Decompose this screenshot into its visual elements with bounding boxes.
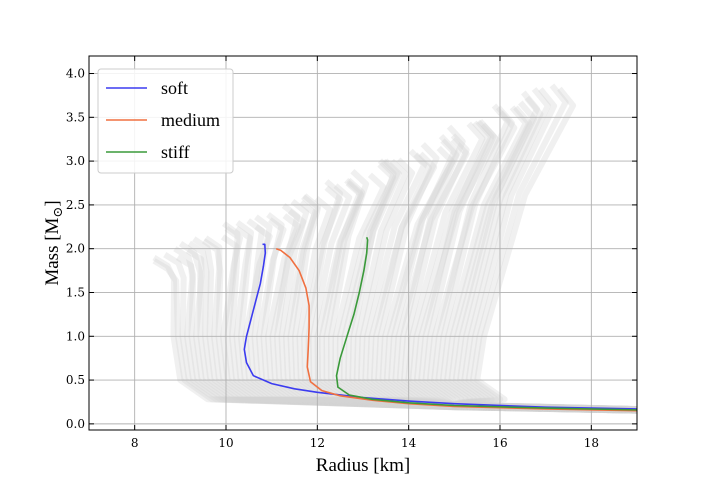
legend: soft medium stiff bbox=[97, 68, 234, 174]
ensemble-curve bbox=[204, 235, 637, 414]
y-tick-label: 3.0 bbox=[66, 154, 85, 168]
series-line-medium bbox=[275, 247, 637, 412]
legend-label-stiff: stiff bbox=[161, 142, 190, 162]
ensemble-curve bbox=[233, 225, 637, 414]
series-line-soft bbox=[243, 243, 637, 410]
ensemble-curve bbox=[222, 221, 637, 414]
x-tick-label: 16 bbox=[492, 436, 507, 450]
plot-frame bbox=[88, 55, 638, 431]
ensemble-curve bbox=[220, 234, 637, 414]
x-tick-label: 10 bbox=[218, 436, 233, 450]
ensemble-curve bbox=[220, 225, 637, 414]
y-axis-label-main: Mass [M bbox=[42, 217, 63, 285]
ensemble-curve bbox=[396, 124, 637, 413]
ensemble-curve bbox=[175, 254, 637, 414]
ensemble-curve bbox=[392, 137, 637, 413]
y-tick-label: 2.5 bbox=[66, 198, 85, 212]
x-tick-label: 12 bbox=[310, 436, 325, 450]
x-axis-label: Radius [km] bbox=[316, 455, 410, 476]
x-tick-label: 14 bbox=[401, 436, 417, 450]
ensemble-curve bbox=[187, 240, 637, 414]
axis-ticks bbox=[89, 56, 637, 430]
y-tick-label: 1.5 bbox=[66, 285, 85, 299]
tick-labels: 8 10 12 14 16 18 0.0 0.5 1.0 1.5 2.0 2.5 3.0 3.5 4.0 bbox=[66, 67, 599, 450]
y-axis-label-close: ] bbox=[42, 200, 63, 206]
ensemble-curve bbox=[192, 236, 637, 414]
y-axis-label-sun-symbol: ⊙ bbox=[50, 207, 65, 218]
y-tick-label: 0.5 bbox=[66, 373, 85, 387]
legend-box bbox=[97, 68, 234, 174]
highlighted-eos-curves bbox=[243, 237, 637, 412]
y-tick-label: 0.0 bbox=[66, 417, 85, 431]
ensemble-curve bbox=[152, 258, 637, 414]
legend-label-medium: medium bbox=[161, 110, 220, 130]
y-tick-label: 2.0 bbox=[66, 242, 85, 256]
y-axis-label: Mass [M⊙] bbox=[42, 200, 65, 285]
legend-label-soft: soft bbox=[161, 78, 188, 98]
y-tick-label: 3.5 bbox=[66, 110, 85, 124]
ensemble-curve bbox=[235, 220, 637, 414]
x-tick-label: 18 bbox=[584, 436, 599, 450]
x-tick-label: 8 bbox=[131, 436, 139, 450]
ensemble-curve bbox=[173, 246, 637, 414]
ensemble-curve bbox=[201, 238, 637, 414]
y-tick-label: 1.0 bbox=[66, 329, 85, 343]
ensemble-curve bbox=[152, 255, 637, 414]
ensemble-curve bbox=[185, 247, 637, 414]
y-tick-label: 4.0 bbox=[66, 67, 85, 81]
ensemble-curve bbox=[163, 252, 637, 414]
series-line-stiff bbox=[335, 237, 637, 411]
ensemble-curve bbox=[178, 240, 637, 414]
